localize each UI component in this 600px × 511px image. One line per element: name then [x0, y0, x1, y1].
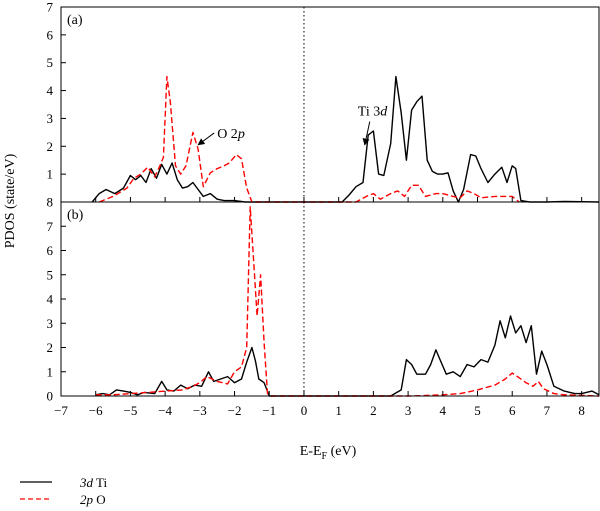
legend-label-ti-3d: 3d Ti — [79, 475, 107, 490]
panel-a-series-o-2p — [98, 75, 520, 203]
panel-b-ytick-label: 5 — [47, 267, 54, 282]
y-axis-title: PDOS (state/eV) — [3, 153, 18, 248]
panel-a-ytick-label: 2 — [47, 139, 54, 154]
panel-a-series-ti-3d — [91, 75, 600, 203]
panel-b-ytick-label: 3 — [47, 316, 54, 331]
panel-a-ytick-label: 3 — [47, 111, 54, 126]
xtick-label: −6 — [89, 403, 103, 418]
panel-a-ytick-label: 5 — [47, 55, 54, 70]
panel-a-ytick-label-bottom: 8 — [47, 195, 54, 210]
panel-b-frame — [60, 201, 600, 397]
panel-b-ytick-label: 4 — [47, 292, 54, 307]
xtick-label: 6 — [509, 403, 516, 418]
x-axis-title: E-EF (eV) — [300, 444, 357, 462]
panel-a-frame — [60, 6, 600, 203]
xtick-label: −4 — [158, 403, 172, 418]
x-axis-title-unit: (eV) — [327, 444, 356, 459]
xtick-label: 7 — [544, 403, 551, 418]
legend: 3d Ti 2p O — [20, 475, 107, 507]
panel-b-series-ti-3d — [95, 315, 600, 397]
panel-a-annotation-arrow — [362, 121, 371, 146]
xtick-label: 5 — [474, 403, 481, 418]
xtick-label: −1 — [262, 403, 276, 418]
x-axis-title-main: E-E — [300, 444, 322, 459]
xtick-label: 2 — [370, 403, 377, 418]
panel-a-ytick-label: 6 — [47, 27, 54, 42]
panel-b-ytick-label: 2 — [47, 340, 54, 355]
panel-b-ytick-label: 0 — [47, 389, 54, 404]
axes-layer — [60, 6, 600, 397]
xtick-label: 0 — [301, 403, 308, 418]
panel-a-ytick-label: 1 — [47, 167, 54, 182]
xtick-label: 1 — [335, 403, 342, 418]
xtick-label: 3 — [405, 403, 412, 418]
panel-a-ytick-label: 4 — [47, 83, 54, 98]
x-axis-title-subscript: F — [322, 451, 328, 462]
panel-a-label: (a) — [67, 13, 83, 28]
xtick-label: −7 — [54, 403, 68, 418]
xtick-label: 8 — [578, 403, 585, 418]
panel-b-label: (b) — [67, 208, 84, 223]
text-layer: 1 2 3 4 5 6 7 8 (a) O 2p Ti 3d 0 1 2 3 4 5 6 7 (b) −7 −6 −5 −4 −… — [47, 0, 585, 418]
panel-a-annotation-ti-3d: Ti 3d — [358, 105, 388, 120]
panel-b-ytick-label: 1 — [47, 364, 54, 379]
xtick-label: −2 — [228, 403, 242, 418]
panel-a-ytick-label: 7 — [47, 0, 54, 15]
series-layer — [91, 75, 600, 397]
xtick-label: −3 — [193, 403, 207, 418]
xtick-label: 4 — [440, 403, 447, 418]
xtick-label: −5 — [123, 403, 137, 418]
panel-a-annotation-o-2p: O 2p — [217, 127, 245, 142]
panel-b-ytick-label: 7 — [47, 219, 54, 234]
panel-b-ytick-label: 6 — [47, 243, 54, 258]
panel-a-annotation-arrow — [197, 132, 215, 146]
legend-label-o-2p: 2p O — [80, 492, 106, 507]
panel-b-series-o-2p — [95, 206, 600, 397]
